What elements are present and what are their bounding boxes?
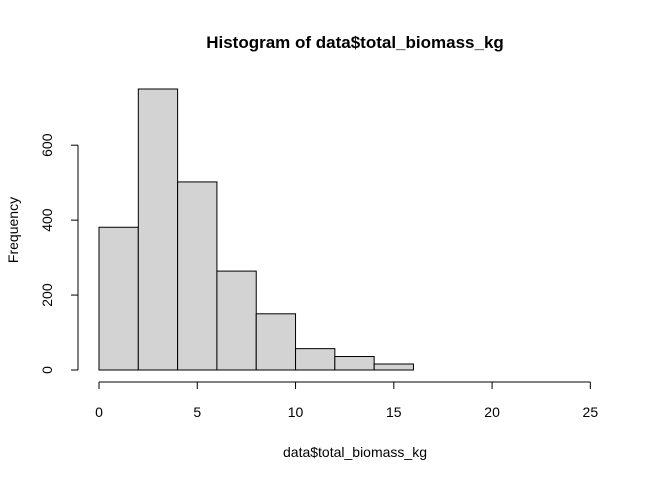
bars-group: [98, 88, 414, 371]
histogram-bar-5: [295, 348, 336, 371]
y-tick-label-3: 600: [39, 133, 55, 157]
y-axis-label: Frequency: [5, 197, 21, 263]
histogram-bar-7: [373, 363, 414, 371]
chart-title: Histogram of data$total_biomass_kg: [206, 33, 504, 52]
y-tick-label-0: 0: [39, 366, 55, 374]
x-tick-label-5: 25: [583, 404, 599, 420]
x-axis: 0 5 10 15 20 25: [95, 381, 599, 420]
x-tick-label-3: 15: [386, 404, 402, 420]
y-axis: 0 200 400 600: [39, 133, 79, 374]
y-tick-label-2: 400: [39, 208, 55, 232]
x-axis-label: data$total_biomass_kg: [283, 444, 427, 460]
histogram-bar-6: [334, 356, 375, 371]
histogram-bar-2: [177, 181, 218, 371]
histogram-bar-0: [98, 226, 139, 371]
x-tick-label-2: 10: [288, 404, 304, 420]
histogram-bar-1: [137, 88, 179, 371]
x-tick-label-1: 5: [193, 404, 201, 420]
histogram-bar-3: [216, 270, 257, 371]
y-tick-label-1: 200: [39, 283, 55, 307]
x-tick-label-4: 20: [484, 404, 500, 420]
x-tick-label-0: 0: [95, 404, 103, 420]
histogram-bar-4: [255, 313, 297, 371]
